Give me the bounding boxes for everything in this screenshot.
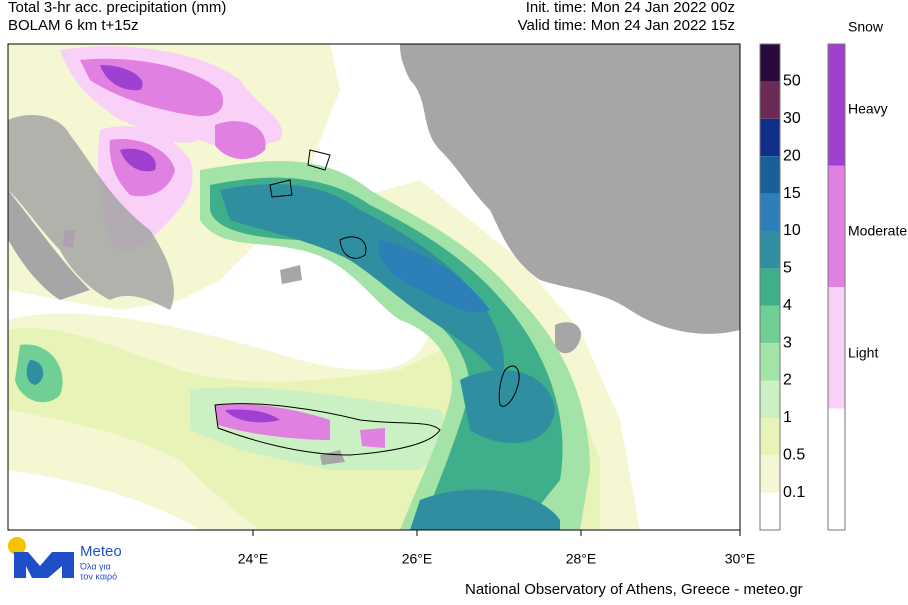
scale-label: 3 — [783, 334, 792, 351]
lon-label: 26°E — [402, 551, 433, 567]
scale-label: 1 — [783, 409, 792, 426]
lon-label: 28°E — [566, 551, 597, 567]
logo-tagline: Όλα για — [79, 561, 111, 571]
valid-time: Valid time: Mon 24 Jan 2022 15z — [518, 17, 735, 34]
lon-label: 30°E — [725, 551, 756, 567]
snow-legend: Snow Heavy Moderate Light — [827, 19, 907, 531]
snow-label: Heavy — [848, 101, 888, 117]
model: BOLAM 6 km t+15z — [8, 17, 138, 34]
scale-label: 30 — [783, 110, 801, 127]
init-time: Init. time: Mon 24 Jan 2022 00z — [526, 0, 735, 16]
footer: National Observatory of Athens, Greece -… — [465, 581, 803, 598]
snow-label: Light — [848, 345, 878, 361]
scale-label: 0.5 — [783, 446, 805, 463]
scale-label: 50 — [783, 73, 801, 90]
lon-label: 24°E — [238, 551, 269, 567]
scale-label: 4 — [783, 297, 792, 314]
scale-label: 10 — [783, 222, 801, 239]
logo: Meteo Όλα για τον καιρό — [8, 537, 122, 581]
scale-label: 5 — [783, 260, 792, 277]
scale-label: 2 — [783, 372, 792, 389]
logo-name: Meteo — [80, 543, 122, 560]
scale-label: 20 — [783, 147, 801, 164]
scale-label: 0.1 — [783, 484, 805, 501]
snow-label: Moderate — [848, 223, 907, 239]
title: Total 3-hr acc. precipitation (mm) — [8, 0, 226, 16]
logo-tagline: τον καιρό — [80, 571, 117, 581]
scale-label: 15 — [783, 185, 801, 202]
map — [7, 43, 741, 536]
precip-scale: 0.1 0.5 1 2 3 4 5 10 15 20 30 50 — [759, 43, 805, 531]
snow-title: Snow — [848, 19, 884, 35]
